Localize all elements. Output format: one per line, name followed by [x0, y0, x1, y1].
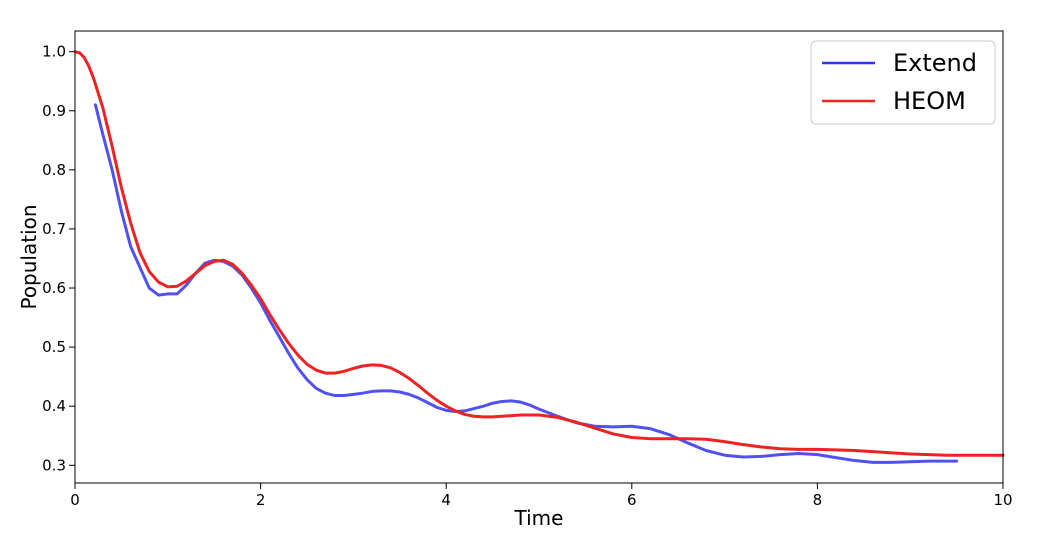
legend: Extend HEOM	[810, 40, 996, 125]
y-tick-label: 0.3	[42, 456, 66, 474]
series-line-heom	[73, 50, 1005, 457]
axis-labels-group: Time Population	[17, 204, 563, 530]
plot-frame	[74, 30, 1004, 484]
y-tick-label: 1.0	[42, 43, 66, 61]
x-tick-label: 0	[70, 491, 80, 509]
y-tick-label: 0.8	[42, 161, 66, 179]
y-tick-label: 0.5	[42, 338, 66, 356]
plot-frame-group	[74, 30, 1004, 484]
series-group	[73, 50, 1005, 464]
legend-label-heom: HEOM	[893, 87, 966, 115]
x-tick-label: 4	[441, 491, 451, 509]
x-tick-label: 6	[627, 491, 637, 509]
x-tick-label: 2	[256, 491, 266, 509]
legend-label-extend: Extend	[893, 49, 977, 77]
series-line-extend	[93, 103, 959, 464]
x-axis-label: Time	[514, 506, 564, 530]
x-tick-label: 10	[993, 491, 1012, 509]
y-tick-label: 0.4	[42, 397, 66, 415]
y-tick-label: 0.6	[42, 279, 66, 297]
x-tick-label: 8	[813, 491, 823, 509]
axes-group: 0 2 4 6 8 10 0.3 0.4 0.5 0.6 0.7 0.8 0.9 1.0	[42, 43, 1012, 509]
y-tick-label: 0.7	[42, 220, 66, 238]
y-axis-label: Population	[17, 204, 41, 309]
y-tick-label: 0.9	[42, 102, 66, 120]
